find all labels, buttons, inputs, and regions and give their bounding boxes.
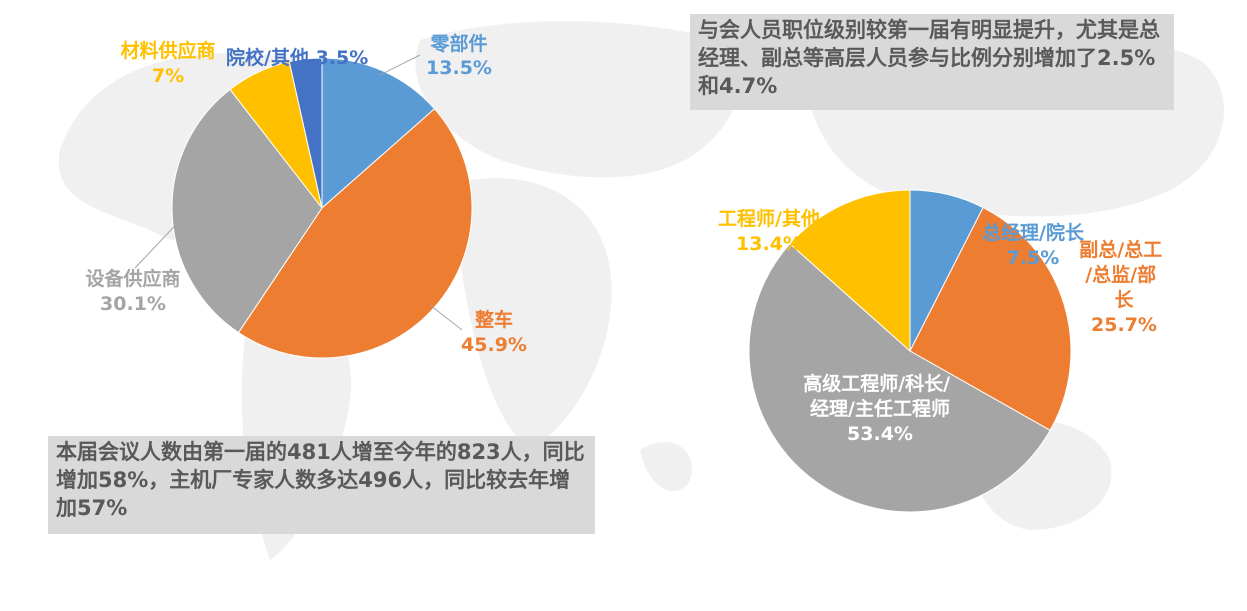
pie-right-label-senior-value: 53.4% xyxy=(847,423,913,445)
pie-left-label-equipment-value: 30.1% xyxy=(100,293,166,315)
pie-left-label-material-name: 材料供应商 xyxy=(120,39,215,62)
leader-line-parts xyxy=(379,54,421,76)
pie-right-label-vp-line2: /总监/部 xyxy=(1085,263,1156,286)
leader-line-vehicle xyxy=(429,304,463,331)
pie-left-slice-1 xyxy=(237,108,473,359)
pie-left-label-vehicle-value: 45.9% xyxy=(461,334,527,356)
pie-right-label-engineer-value: 13.4% xyxy=(736,233,802,255)
pie-left-slice-2 xyxy=(171,88,323,334)
pie-right-slice-2 xyxy=(748,243,1051,513)
pie-left-slice-4 xyxy=(288,57,323,209)
pie-left-label-equipment-name: 设备供应商 xyxy=(85,267,180,290)
pie-left-label-vehicle-name: 整车 xyxy=(475,308,513,331)
pie-right-label-senior-line2: 经理/主任工程师 xyxy=(810,397,950,420)
pie-right-slice-1 xyxy=(909,206,1072,432)
pie-right-label-senior: 高级工程师/科长/ 经理/主任工程师 xyxy=(803,372,957,420)
pie-left-slice-0 xyxy=(321,57,436,210)
pie-right-label-gm-name: 总经理/院长 xyxy=(982,221,1085,244)
pie-right-label-engineer-name: 工程师/其他 xyxy=(718,207,820,230)
pie-left-label-college: 院校/其他 3.5% xyxy=(226,46,368,69)
pie-right-label-vp-line1: 副总/总工 xyxy=(1079,238,1162,261)
pie-left-leader-lines xyxy=(134,54,463,331)
pie-left-label-parts-value: 13.5% xyxy=(426,57,492,79)
pie-right-slices xyxy=(748,189,1072,513)
pie-left-label-parts-name: 零部件 xyxy=(429,32,487,55)
pie-right-label-senior-line1: 高级工程师/科长/ xyxy=(803,372,950,395)
summary-note-position: 与会人员职位级别较第一届有明显提升，尤其是总经理、副总等高层人员参与比例分别增加… xyxy=(690,14,1174,110)
summary-note-attendance: 本届会议人数由第一届的481人增至今年的823人，同比增加58%，主机厂专家人数… xyxy=(48,436,595,534)
pie-left-label-material-value: 7% xyxy=(152,65,184,87)
pie-right-slice-3 xyxy=(789,189,911,353)
pie-right-label-vp-line3: 长 xyxy=(1114,289,1134,311)
pie-right-label-gm-value: 7.5% xyxy=(1007,247,1060,269)
leader-line-equipment xyxy=(134,214,186,269)
pie-right-label-vp-value: 25.7% xyxy=(1091,314,1157,336)
pie-left-slices xyxy=(171,57,473,359)
pie-right-label-vp: 副总/总工 /总监/部 长 xyxy=(1079,238,1169,311)
